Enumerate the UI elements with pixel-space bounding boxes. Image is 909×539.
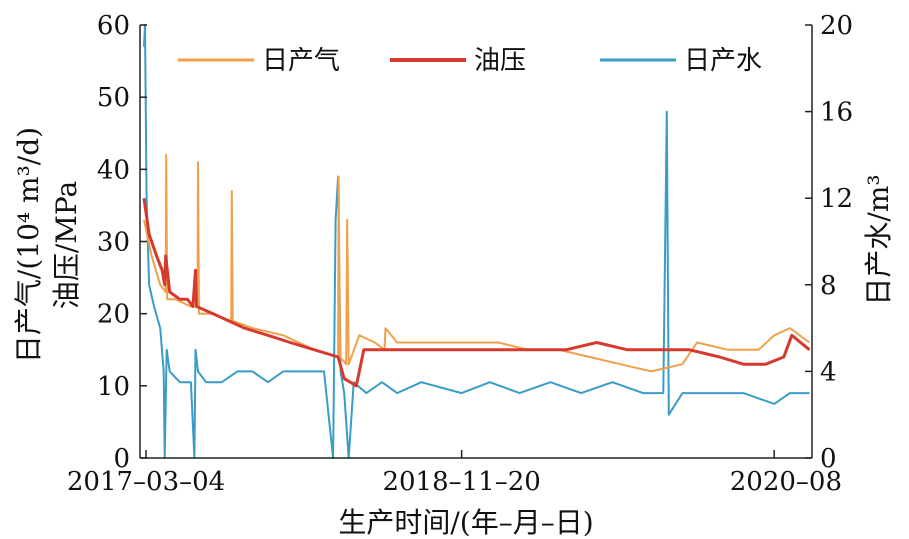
legend-label-1: 日产气 bbox=[262, 46, 340, 76]
y-left-tick-label: 40 bbox=[97, 155, 130, 185]
legend: 日产气 油压 日产水 bbox=[178, 46, 762, 76]
y-left-tick-label: 30 bbox=[97, 228, 130, 258]
x-tick-label: 2020–08 bbox=[730, 467, 842, 497]
y-right-tick-label: 0 bbox=[820, 444, 837, 474]
y-left-tick-label: 10 bbox=[97, 372, 130, 402]
y-right-tick-label: 20 bbox=[820, 11, 853, 41]
x-tick-label: 2018–11–20 bbox=[382, 467, 540, 497]
y-axis-title-left-gas: 日产气/(10⁴ m³/d) bbox=[12, 127, 45, 363]
axes: 0 10 20 30 40 50 60 0 4 8 12 16 20 2017–03–04 2018–11–… bbox=[67, 11, 853, 497]
legend-label-2: 油压 bbox=[474, 46, 526, 76]
legend-label-3: 日产水 bbox=[684, 46, 762, 76]
y-right-tick-label: 4 bbox=[820, 357, 837, 387]
y-right-tick-label: 8 bbox=[820, 271, 837, 301]
y-right-tick-label: 16 bbox=[820, 98, 853, 128]
plot-area bbox=[142, 24, 811, 459]
series-line-2 bbox=[142, 197, 811, 388]
y-axis-title-right: 日产水/m³ bbox=[862, 174, 895, 305]
x-tick-label: 2017–03–04 bbox=[67, 467, 225, 497]
series-line-3 bbox=[143, 24, 810, 459]
y-axis-title-left-pressure: 油压/MPa bbox=[50, 181, 83, 309]
y-left-tick-label: 0 bbox=[113, 444, 130, 474]
x-axis-title: 生产时间/(年–月–日) bbox=[338, 506, 593, 539]
series-line-1 bbox=[143, 153, 811, 373]
y-left-tick-label: 20 bbox=[97, 300, 130, 330]
y-left-tick-label: 60 bbox=[97, 11, 130, 41]
y-right-tick-label: 12 bbox=[820, 184, 853, 214]
y-left-tick-label: 50 bbox=[97, 83, 130, 113]
